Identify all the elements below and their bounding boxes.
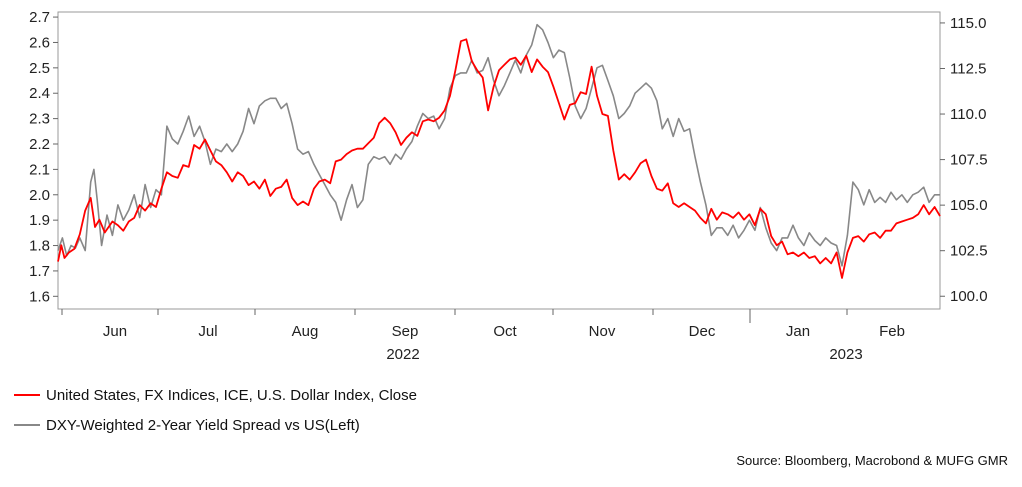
y-right-tick-label: 107.5 [950,152,988,169]
y-left-tick-label: 1.8 [29,238,50,255]
legend-label: DXY-Weighted 2-Year Yield Spread vs US(L… [46,417,360,434]
x-year-label: 2023 [829,346,862,363]
y-left-tick-label: 2.7 [29,9,50,26]
y-right-tick-label: 110.0 [950,106,986,123]
y-right-tick-label: 102.5 [950,243,988,260]
y-left-tick-label: 2.4 [29,85,50,102]
x-month-label: Dec [689,323,716,340]
y-left-tick-label: 1.7 [29,263,50,280]
y-left-tick-label: 1.6 [29,288,50,305]
y-left-tick-label: 2.3 [29,111,50,128]
y-axis-right: 100.0 102.5 105.0 107.5 110.0 112.5 115.0 [940,15,988,305]
series-line-yield-spread [57,23,940,267]
y-left-tick-label: 1.9 [29,212,50,229]
y-left-tick-label: 2.5 [29,60,50,77]
y-right-tick-label: 112.5 [950,60,986,77]
legend-label: United States, FX Indices, ICE, U.S. Dol… [46,387,417,404]
x-month-label: Aug [292,323,319,340]
series-layer [57,23,941,279]
x-year-label: 2022 [386,346,419,363]
y-left-tick-label: 2.1 [29,161,50,178]
x-month-label: Jan [786,323,810,340]
series-line-dxy [57,38,941,279]
legend: United States, FX Indices, ICE, U.S. Dol… [14,387,417,434]
x-month-label: Feb [879,323,905,340]
x-month-label: Oct [493,323,517,340]
x-month-label: Jun [103,323,127,340]
x-month-label: Sep [392,323,419,340]
y-left-tick-label: 2.2 [29,136,50,153]
plot-frame [57,11,941,310]
x-month-label: Jul [198,323,217,340]
y-left-tick-label: 2.0 [29,187,50,204]
y-right-tick-label: 105.0 [950,197,988,214]
source-note: Source: Bloomberg, Macrobond & MUFG GMR [736,453,1008,468]
y-right-tick-label: 115.0 [950,15,986,32]
y-left-tick-label: 2.6 [29,34,50,51]
plot-area [57,11,941,310]
y-right-tick-label: 100.0 [950,288,988,305]
x-axis: Jun Jul Aug Sep Oct Nov Dec Jan Feb 2022 2023 [61,309,905,363]
x-month-label: Nov [589,323,616,340]
y-axis-left: 1.6 1.7 1.8 1.9 2.0 2.1 2.2 2.3 2.4 2.5 2.6 2.7 [29,9,58,305]
